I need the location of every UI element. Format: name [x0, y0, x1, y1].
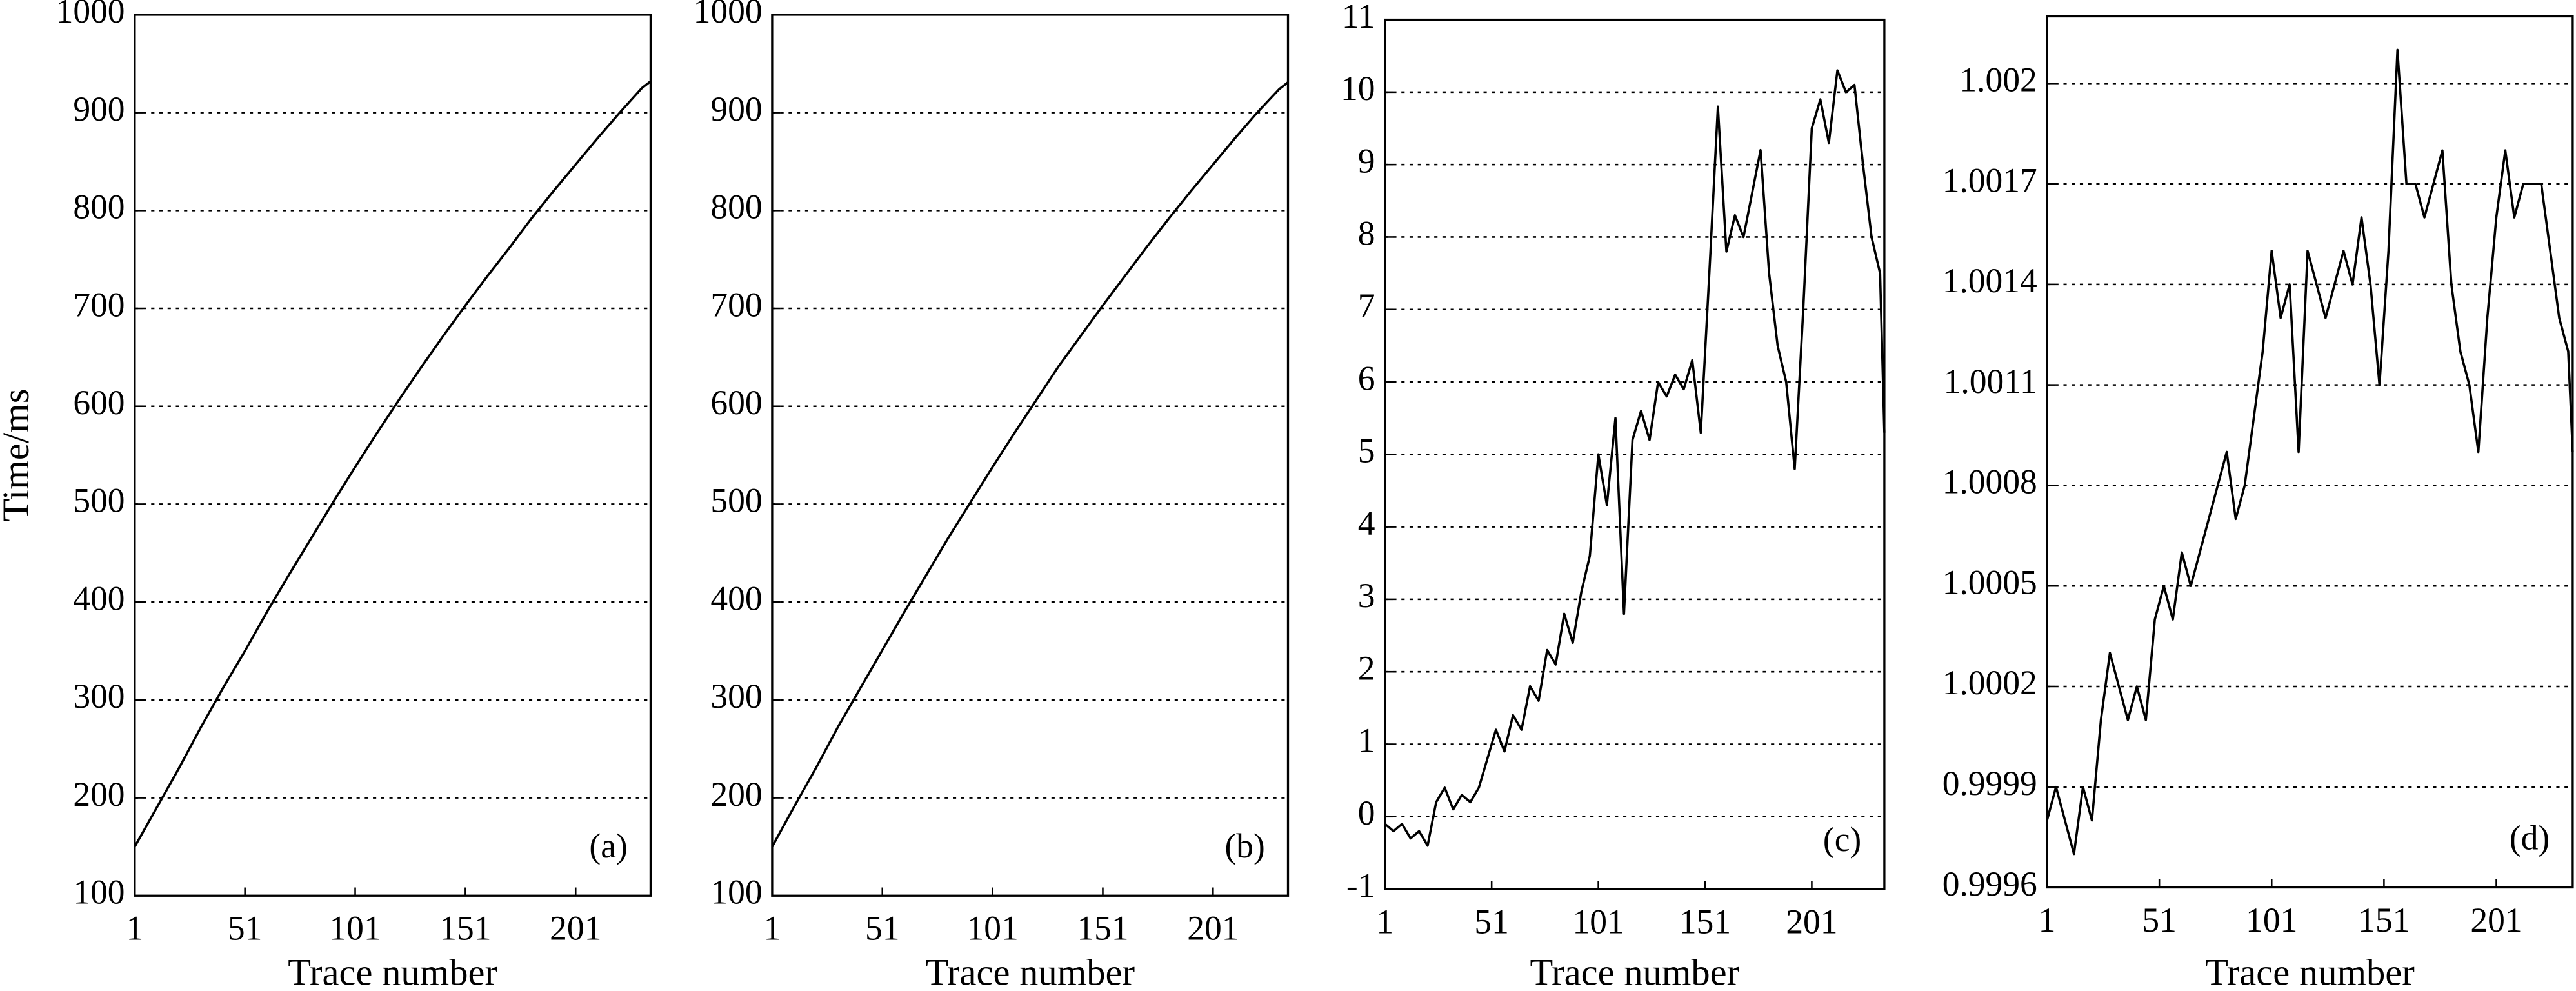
y-tick-label: 5 — [1358, 432, 1375, 470]
y-tick-label: 300 — [73, 677, 125, 716]
y-tick-label: 200 — [73, 775, 125, 814]
y-tick-label: 1 — [1358, 721, 1375, 760]
y-tick-label: 500 — [73, 481, 125, 520]
y-tick-label: 1.0002 — [1942, 663, 2037, 702]
data-line — [2046, 48, 2574, 856]
plot-frame — [1384, 18, 1886, 890]
plot-frame — [134, 14, 652, 897]
x-tick-label: 201 — [1187, 909, 1239, 948]
y-tick-label: 1.0014 — [1942, 261, 2037, 300]
x-tick-label: 51 — [1474, 902, 1508, 941]
y-tick-label: 1000 — [694, 0, 763, 30]
x-tick-label: 51 — [228, 909, 262, 948]
x-tick-label: 151 — [1679, 902, 1731, 941]
y-tick-label: 0 — [1358, 794, 1375, 832]
y-axis-label: Time/ms — [0, 388, 37, 521]
y-tick-label: 400 — [73, 579, 125, 617]
x-tick-label: 151 — [439, 909, 491, 948]
y-tick-label: 10 — [1341, 69, 1375, 108]
y-tick-label: 8 — [1358, 214, 1375, 253]
y-tick-label: 800 — [710, 188, 762, 226]
x-tick-label: 1 — [126, 909, 143, 948]
data-line — [134, 80, 652, 848]
y-tick-label: 100 — [73, 873, 125, 912]
panel-label: (b) — [1224, 826, 1264, 865]
y-tick-label: 500 — [710, 481, 762, 520]
y-tick-label: 7 — [1358, 286, 1375, 325]
data-line — [771, 81, 1289, 848]
y-tick-label: 600 — [710, 383, 762, 422]
panel-label: (a) — [589, 826, 627, 865]
x-axis-label: Trace number — [925, 952, 1135, 991]
x-tick-label: 51 — [2142, 901, 2176, 939]
panel-label: (c) — [1823, 820, 1861, 859]
y-tick-label: 2 — [1358, 648, 1375, 687]
y-tick-label: 9 — [1358, 141, 1375, 180]
y-tick-label: 1.002 — [1959, 61, 2037, 99]
data-line — [1384, 69, 1886, 847]
y-tick-label: 3 — [1358, 576, 1375, 615]
panel-label: (d) — [2510, 818, 2550, 857]
y-tick-label: 700 — [73, 285, 125, 324]
x-tick-label: 101 — [329, 909, 381, 948]
x-tick-label: 101 — [2246, 901, 2297, 939]
x-tick-label: 201 — [2470, 901, 2522, 939]
y-tick-label: 4 — [1358, 504, 1375, 543]
plot-frame — [2046, 15, 2574, 889]
x-axis-label: Trace number — [1530, 952, 1739, 991]
y-tick-label: 900 — [73, 90, 125, 128]
y-tick-label: 700 — [710, 285, 762, 324]
x-tick-label: 151 — [2358, 901, 2410, 939]
y-tick-label: 0.9996 — [1942, 865, 2037, 903]
y-tick-label: 1.0005 — [1942, 563, 2037, 601]
x-tick-label: 201 — [550, 909, 601, 948]
x-tick-label: 1 — [2039, 901, 2056, 939]
y-tick-label: 0.9999 — [1942, 764, 2037, 803]
x-tick-label: 1 — [1376, 902, 1393, 941]
y-tick-label: 400 — [710, 579, 762, 617]
y-tick-label: 900 — [710, 90, 762, 128]
y-tick-label: 100 — [710, 873, 762, 912]
y-tick-label: 200 — [710, 775, 762, 814]
x-tick-label: 151 — [1077, 909, 1128, 948]
y-tick-label: 300 — [710, 677, 762, 716]
plot-frame — [771, 14, 1290, 897]
y-tick-label: 600 — [73, 383, 125, 422]
x-tick-label: 51 — [865, 909, 899, 948]
y-tick-label: 1000 — [56, 0, 125, 30]
x-tick-label: 101 — [967, 909, 1019, 948]
y-tick-label: 1.0008 — [1942, 463, 2037, 501]
x-tick-label: 201 — [1786, 902, 1837, 941]
x-tick-label: 1 — [764, 909, 781, 948]
y-tick-label: 11 — [1342, 0, 1375, 35]
y-tick-label: 1.0017 — [1942, 161, 2037, 199]
y-tick-label: 6 — [1358, 359, 1375, 397]
x-axis-label: Trace number — [2205, 952, 2415, 991]
x-axis-label: Trace number — [288, 952, 497, 991]
y-tick-label: 800 — [73, 188, 125, 226]
y-tick-label: -1 — [1346, 866, 1375, 905]
x-tick-label: 101 — [1572, 902, 1624, 941]
y-tick-label: 1.0011 — [1944, 362, 2037, 401]
